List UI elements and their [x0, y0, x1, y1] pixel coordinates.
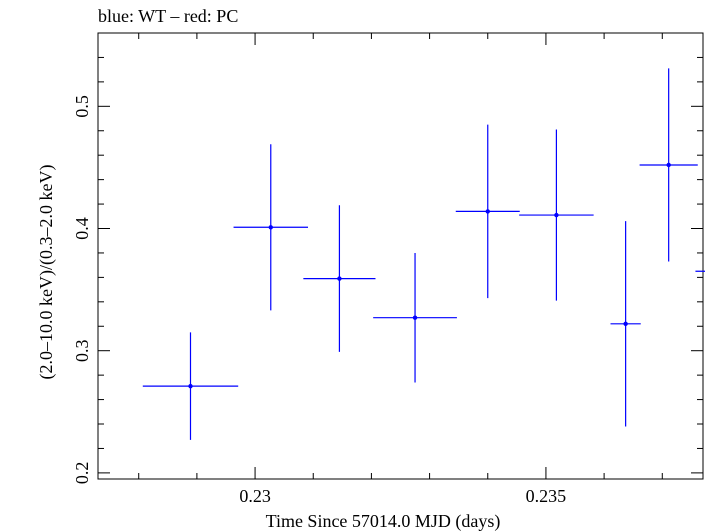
data-point — [639, 68, 698, 262]
data-point — [610, 221, 641, 427]
data-point — [303, 205, 376, 352]
data-point — [519, 129, 594, 301]
x-tick-label: 0.235 — [526, 486, 567, 506]
tick-labels: 0.23 0.235 0.2 0.3 0.4 0.5 — [72, 95, 566, 506]
point-marker — [554, 212, 559, 218]
data-point — [142, 332, 239, 440]
data-point — [455, 124, 520, 299]
chart-title: blue: WT – red: PC — [98, 6, 238, 26]
axis-ticks — [98, 32, 703, 479]
point-marker — [623, 321, 628, 327]
y-tick-label: 0.4 — [72, 217, 92, 240]
data-point — [373, 252, 457, 383]
y-tick-label: 0.3 — [72, 339, 92, 362]
data-point — [233, 144, 309, 311]
point-marker — [485, 209, 490, 214]
point-marker — [337, 276, 342, 281]
plot-frame — [97, 32, 704, 480]
point-marker — [188, 383, 193, 389]
point-marker — [412, 315, 418, 320]
point-marker — [666, 162, 671, 168]
point-marker — [268, 225, 273, 230]
data-point — [695, 270, 705, 272]
y-tick-label: 0.2 — [72, 462, 92, 485]
data-points — [142, 68, 705, 440]
x-axis-label: Time Since 57014.0 MJD (days) — [266, 511, 501, 532]
x-tick-label: 0.23 — [239, 486, 271, 506]
y-axis-label: (2.0–10.0 keV)/(0.3–2.0 keV) — [36, 165, 57, 380]
y-tick-label: 0.5 — [72, 95, 92, 118]
